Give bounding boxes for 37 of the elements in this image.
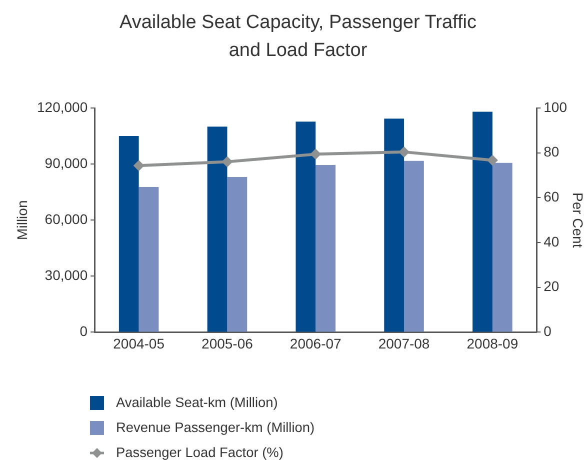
bar <box>227 176 248 332</box>
y-tick-label: 60,000 <box>44 210 88 227</box>
bar <box>316 164 336 332</box>
x-tick-label: 2007-08 <box>378 335 430 352</box>
y2-tick-label: 20 <box>544 278 560 294</box>
legend-label: Revenue Passenger-km (Million) <box>116 420 315 435</box>
bar <box>207 126 228 332</box>
point <box>133 160 144 172</box>
y2-tick-label: 60 <box>544 188 560 205</box>
y2-tick-label: 40 <box>544 233 560 250</box>
bar <box>296 122 316 332</box>
point <box>398 146 410 158</box>
bar <box>138 187 159 332</box>
y-tick-label: 30,000 <box>44 267 88 284</box>
point <box>486 154 498 166</box>
legend-label: Passenger Load Factor (%) <box>116 445 284 460</box>
y2-axis-title: Per Cent <box>570 192 586 248</box>
bar <box>492 162 512 332</box>
x-tick-label: 2005-06 <box>202 335 254 352</box>
chart-title: Available Seat Capacity, Passenger Traffic and Load Factor <box>118 11 478 63</box>
bar <box>404 160 424 332</box>
point <box>222 156 233 168</box>
x-tick-label: 2004-05 <box>113 335 165 352</box>
point <box>310 148 322 160</box>
y2-tick-label: 0 <box>544 323 552 340</box>
y-tick-label: 0 <box>80 323 88 340</box>
x-tick-label: 2008-09 <box>466 335 518 352</box>
y-tick-label: 90,000 <box>44 154 88 171</box>
bar <box>472 112 492 332</box>
y2-tick-label: 100 <box>544 98 568 115</box>
bar <box>384 118 404 332</box>
bar <box>118 136 139 332</box>
y-axis-title: Million <box>14 200 30 240</box>
y-tick-label: 120,000 <box>36 98 88 115</box>
y2-tick-label: 80 <box>544 144 560 160</box>
x-tick-label: 2006-07 <box>290 335 342 352</box>
legend-label: Available Seat-km (Million) <box>116 395 278 410</box>
